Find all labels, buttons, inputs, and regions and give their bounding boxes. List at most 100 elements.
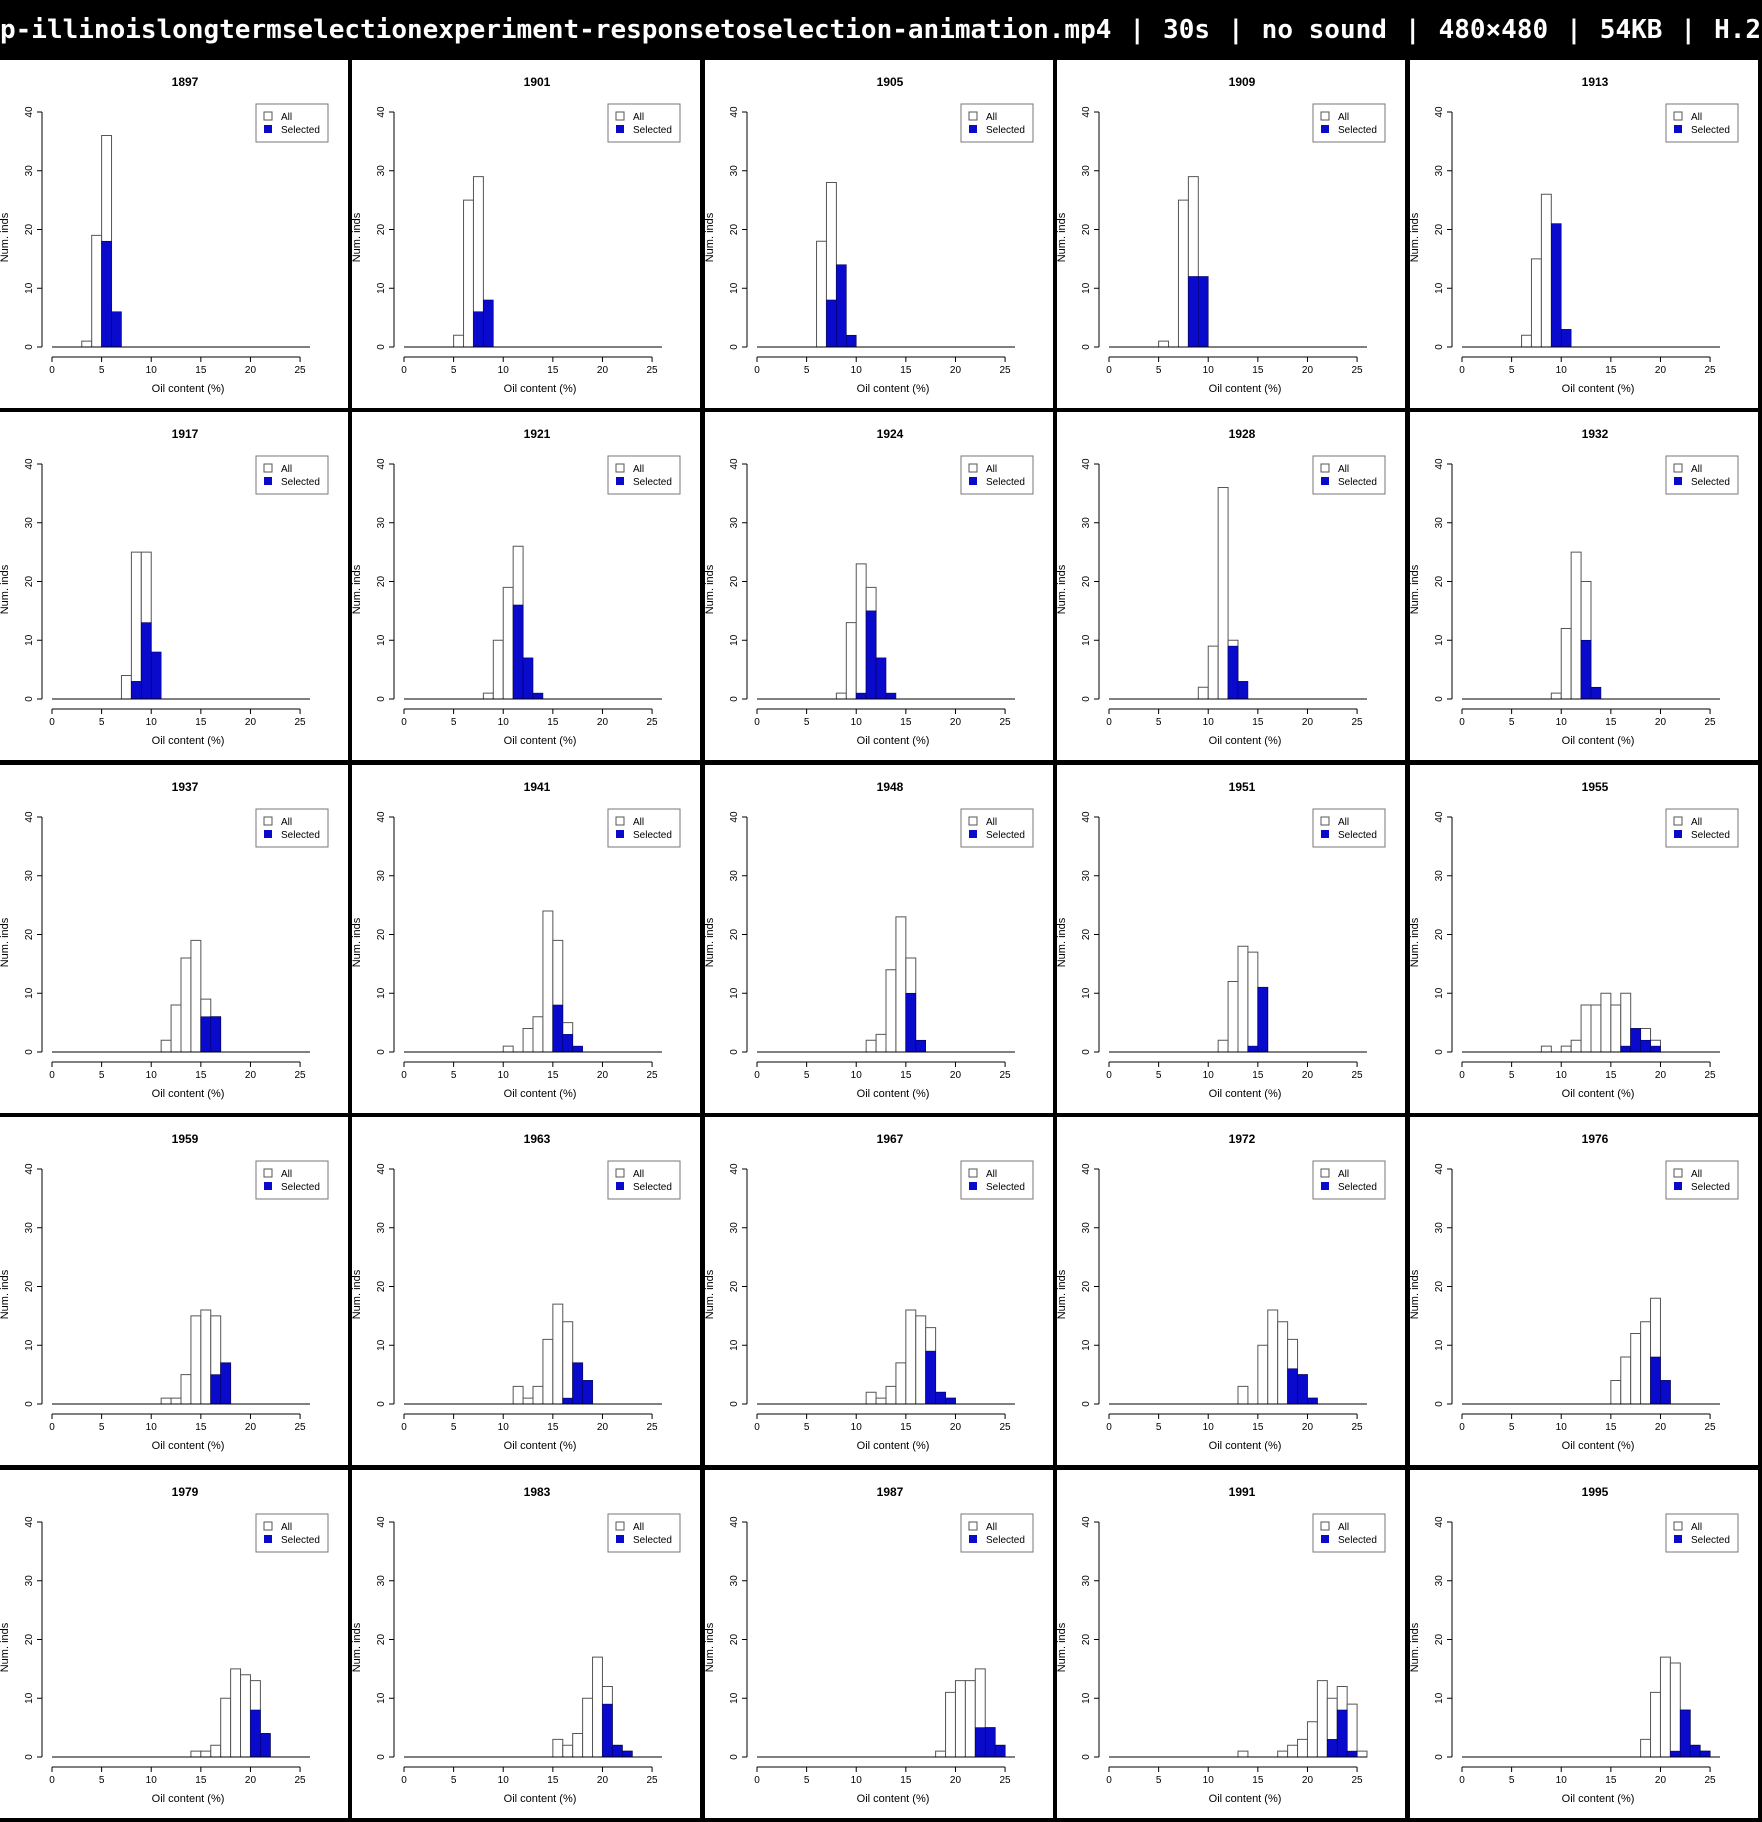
x-tick-label: 0 — [401, 1422, 407, 1433]
legend-label-all: All — [1338, 1522, 1349, 1533]
x-axis-label: Oil content (%) — [152, 1088, 225, 1100]
bar-all — [1580, 1004, 1592, 1053]
bar-selected — [865, 610, 877, 700]
y-tick-label: 10 — [1081, 634, 1092, 646]
panel-title: 1976 — [1582, 1132, 1609, 1146]
bar-selected — [1237, 681, 1249, 700]
y-tick-label: 30 — [376, 1222, 387, 1234]
legend-box — [255, 1513, 329, 1553]
y-axis-label: Num. inds — [1057, 1269, 1068, 1319]
x-tick-label: 0 — [401, 1070, 407, 1081]
x-tick-label: 15 — [900, 1775, 912, 1786]
x-tick-label: 0 — [754, 1422, 760, 1433]
legend-label-all: All — [281, 112, 292, 123]
x-tick-label: 20 — [597, 1775, 609, 1786]
y-tick-label: 20 — [1434, 1281, 1445, 1293]
x-tick-label: 5 — [99, 1070, 105, 1081]
x-tick-label: 10 — [146, 365, 158, 376]
bar-all — [1560, 628, 1572, 700]
x-tick-label: 5 — [1156, 365, 1162, 376]
bar-all — [81, 340, 93, 348]
panel-title: 1905 — [877, 75, 904, 89]
y-tick-label: 10 — [1434, 282, 1445, 294]
bar-all — [120, 675, 132, 700]
histogram-grid: 1897 0 5 10 15 20 25 Oil content (%) 0 10 20 30 40 Nu… — [0, 60, 1762, 1822]
legend-label-all: All — [633, 1522, 644, 1533]
bar-all — [200, 1309, 212, 1405]
x-tick-label: 25 — [1000, 365, 1012, 376]
bar-all — [532, 1385, 544, 1405]
x-tick-label: 20 — [597, 1422, 609, 1433]
bar-all — [816, 240, 827, 348]
x-tick-label: 5 — [1156, 717, 1162, 728]
legend-swatch-all — [1673, 1168, 1683, 1178]
bar-all — [502, 586, 514, 700]
histogram-panel: 1979 0 5 10 15 20 25 Oil content (%) 0 10 20 30 40 Nu… — [0, 1470, 348, 1818]
bar-all — [532, 1016, 544, 1053]
bar-selected — [1327, 1739, 1338, 1758]
bar-all — [190, 939, 202, 1053]
x-tick-label: 25 — [647, 365, 659, 376]
x-axis-label: Oil content (%) — [152, 1793, 225, 1805]
legend-box — [960, 103, 1034, 143]
bar-all — [453, 334, 465, 348]
y-tick-label: 20 — [729, 224, 740, 236]
y-tick-label: 40 — [729, 458, 740, 470]
bar-selected — [1257, 987, 1269, 1053]
x-tick-label: 15 — [1605, 1070, 1617, 1081]
bar-selected — [905, 992, 917, 1053]
legend-label-all: All — [1691, 112, 1702, 123]
y-axis-label: Num. inds — [705, 212, 716, 262]
histogram-panel: 1909 0 5 10 15 20 25 Oil content (%) 0 10 20 30 40 Nu… — [1057, 60, 1405, 408]
y-axis-label: Num. inds — [1057, 564, 1068, 614]
legend-box — [607, 455, 681, 495]
x-tick-label: 5 — [1156, 1070, 1162, 1081]
legend-label-all: All — [1338, 1169, 1349, 1180]
legend-swatch-selected — [1674, 125, 1682, 133]
legend-label-all: All — [1691, 1169, 1702, 1180]
legend-swatch-selected — [616, 477, 624, 485]
y-axis-label: Num. inds — [1410, 564, 1421, 614]
x-tick-label: 10 — [146, 1422, 158, 1433]
legend: All Selected — [607, 1160, 681, 1200]
y-tick-label: 0 — [24, 1401, 35, 1407]
bar-selected — [1590, 686, 1602, 700]
y-tick-label: 20 — [376, 576, 387, 588]
bar-all — [200, 1750, 212, 1758]
histogram-svg: 1905 0 5 10 15 20 25 Oil content (%) 0 10 20 30 40 Nu… — [705, 75, 1034, 395]
y-tick-label: 30 — [376, 517, 387, 529]
legend-swatch-selected — [969, 125, 977, 133]
x-tick-label: 25 — [295, 717, 307, 728]
histogram-svg: 1928 0 5 10 15 20 25 Oil content (%) 0 10 20 30 40 Nu… — [1057, 427, 1386, 747]
y-tick-label: 20 — [376, 1634, 387, 1646]
bar-selected — [1297, 1374, 1308, 1405]
legend-label-all: All — [281, 464, 292, 475]
legend-label-selected: Selected — [1338, 477, 1377, 488]
y-tick-label: 30 — [729, 870, 740, 882]
y-tick-label: 10 — [1434, 987, 1445, 999]
y-axis-label: Num. inds — [1410, 212, 1421, 262]
bar-all — [1650, 1691, 1661, 1758]
y-tick-label: 10 — [729, 987, 740, 999]
x-tick-label: 25 — [647, 1775, 659, 1786]
y-tick-label: 10 — [729, 1339, 740, 1351]
legend-swatch-selected — [1321, 1535, 1329, 1543]
x-tick-label: 25 — [295, 1422, 307, 1433]
header-separator: | — [1566, 15, 1582, 45]
bar-all — [1177, 199, 1189, 348]
legend: All Selected — [1665, 103, 1739, 143]
header-field: 480×480 — [1438, 15, 1549, 45]
bar-all — [160, 1039, 172, 1053]
y-axis-label: Num. inds — [0, 212, 11, 262]
y-tick-label: 0 — [376, 696, 387, 702]
y-axis-label: Num. inds — [705, 917, 716, 967]
x-tick-label: 5 — [99, 717, 105, 728]
histogram-panel: 1921 0 5 10 15 20 25 Oil content (%) 0 10 20 30 40 Nu… — [352, 412, 700, 760]
x-tick-label: 10 — [1203, 717, 1215, 728]
bar-all — [180, 957, 192, 1053]
x-tick-label: 10 — [498, 717, 510, 728]
bar-all — [1610, 1380, 1622, 1405]
x-tick-label: 10 — [1203, 1070, 1215, 1081]
y-tick-label: 10 — [1434, 634, 1445, 646]
y-tick-label: 10 — [376, 634, 387, 646]
